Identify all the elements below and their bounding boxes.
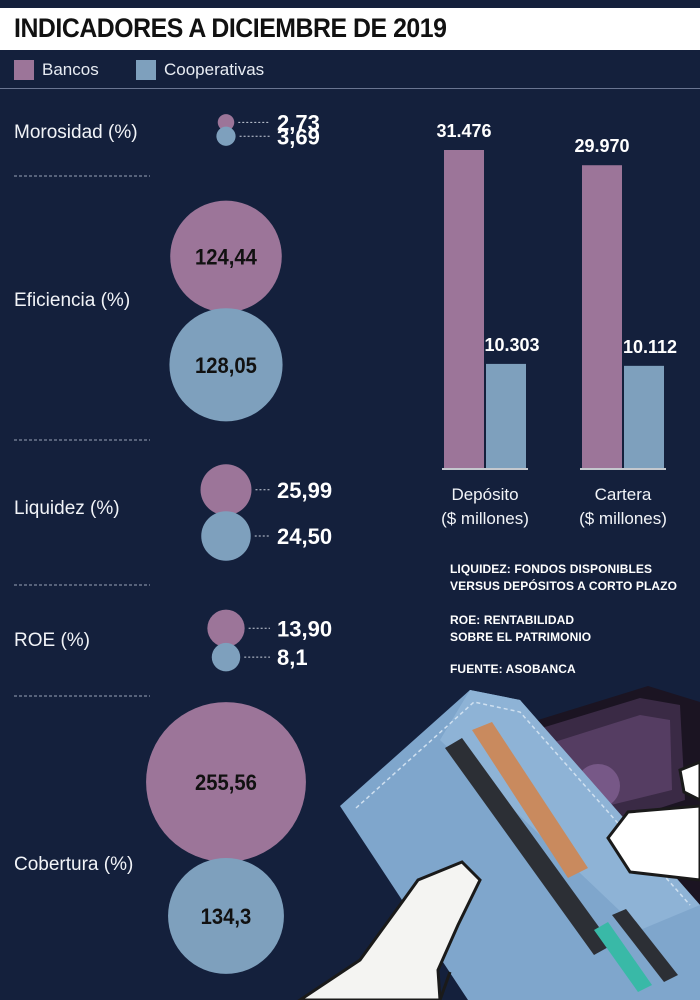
legend-item-bancos: Bancos: [14, 60, 99, 80]
legend-swatch-cooperativas: [136, 60, 156, 80]
bubble-bancos-morosidad: [217, 114, 235, 131]
legend-label-cooperativas: Cooperativas: [164, 60, 265, 79]
bubble-cooperativas-cobertura: [168, 857, 284, 974]
bar-bancos-cartera: [582, 165, 622, 468]
legend-separator: [0, 88, 700, 89]
bar-label-cooperativas-deposito: 10.303: [484, 335, 539, 355]
indicator-label-morosidad: Morosidad (%): [14, 122, 138, 143]
bubble-cooperativas-roe: [211, 642, 241, 672]
page-title: INDICADORES A DICIEMBRE DE 2019: [14, 13, 447, 43]
category-label-cartera-1: ($ millones): [579, 509, 667, 528]
bubble-bancos-cobertura: [146, 702, 306, 862]
value-label-bancos-eficiencia: 124,44: [195, 246, 257, 270]
value-label-bancos-cobertura: 255,56: [195, 771, 257, 795]
bar-cooperativas-deposito: [486, 363, 526, 468]
value-label-cooperativas-roe: 8,1: [277, 645, 308, 670]
bar-label-cooperativas-cartera: 10.112: [623, 337, 677, 357]
note-roe: ROE: RENTABILIDAD SOBRE EL PATRIMONIO: [450, 613, 592, 644]
value-label-cooperativas-liquidez: 24,50: [277, 524, 332, 549]
value-label-bancos-morosidad: 2,73: [277, 110, 320, 135]
bar-chart: 31.476 10.303 Depósito ($ millones) 29.970 10…: [436, 121, 677, 528]
value-label-cooperativas-eficiencia: 128,05: [195, 354, 257, 378]
bar-label-bancos-cartera: 29.970: [574, 136, 629, 156]
value-label-bancos-roe: 13,90: [277, 616, 332, 641]
legend-label-bancos: Bancos: [42, 60, 99, 79]
title-bar: INDICADORES A DICIEMBRE DE 2019: [0, 8, 700, 50]
category-label-deposito-0: Depósito: [451, 485, 518, 504]
bar-cooperativas-cartera: [624, 365, 664, 468]
bubble-bancos-liquidez: [200, 464, 252, 516]
indicator-label-liquidez: Liquidez (%): [14, 498, 120, 519]
note-liquidez: LIQUIDEZ: FONDOS DISPONIBLES VERSUS DEPÓS…: [450, 562, 678, 593]
value-label-bancos-liquidez: 25,99: [277, 478, 332, 503]
wallet-illustration: [297, 686, 700, 1000]
bar-bancos-deposito: [444, 150, 484, 468]
bar-label-bancos-deposito: 31.476: [436, 121, 491, 141]
note-fuente: FUENTE: ASOBANCA: [450, 662, 576, 676]
bubble-cooperativas-liquidez: [201, 511, 251, 561]
category-label-cartera-0: Cartera: [595, 485, 652, 504]
bubble-cooperativas-morosidad: [216, 126, 236, 146]
value-label-cooperativas-morosidad: 3,69: [277, 124, 320, 149]
indicator-label-roe: ROE (%): [14, 630, 90, 651]
category-label-deposito-1: ($ millones): [441, 509, 529, 528]
bubble-bancos-roe: [207, 609, 245, 647]
legend-item-cooperativas: Cooperativas: [136, 60, 264, 80]
indicator-label-cobertura: Cobertura (%): [14, 854, 133, 875]
value-label-cooperativas-cobertura: 134,3: [201, 905, 252, 929]
legend-swatch-bancos: [14, 60, 34, 80]
indicator-label-eficiencia: Eficiencia (%): [14, 290, 130, 311]
bubble-cooperativas-eficiencia: [169, 308, 283, 422]
bubble-chart: Morosidad (%) 2,733,69 Eficiencia (%) 124,4…: [14, 110, 332, 974]
bubble-bancos-eficiencia: [170, 200, 282, 313]
